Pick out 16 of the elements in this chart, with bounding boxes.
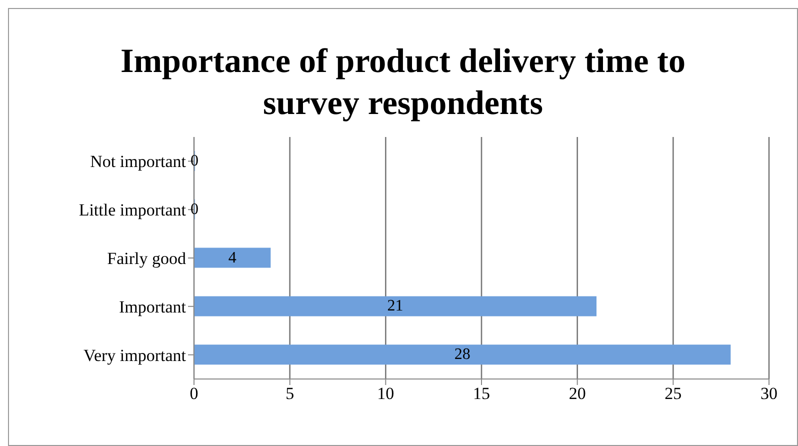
x-tick-label: 15 [473, 384, 490, 404]
x-tick-label: 10 [377, 384, 394, 404]
chart-title: Importance of product delivery time to survey respondents [120, 42, 686, 124]
x-tick-label: 30 [760, 384, 778, 404]
data-label: 21 [387, 298, 404, 315]
y-tick-label: Very important [84, 346, 186, 365]
x-tick-label: 20 [568, 384, 586, 404]
x-tick-label: 5 [286, 384, 294, 404]
y-tick-label: Not important [90, 152, 186, 172]
y-tick-label: Little important [78, 200, 186, 220]
x-tick-label: 25 [664, 384, 682, 404]
y-tick-label: Fairly good [107, 249, 186, 268]
y-tick-label: Important [118, 297, 186, 316]
data-label: 28 [454, 346, 470, 364]
x-tick-label: 0 [190, 384, 198, 404]
data-label: 4 [228, 249, 236, 266]
